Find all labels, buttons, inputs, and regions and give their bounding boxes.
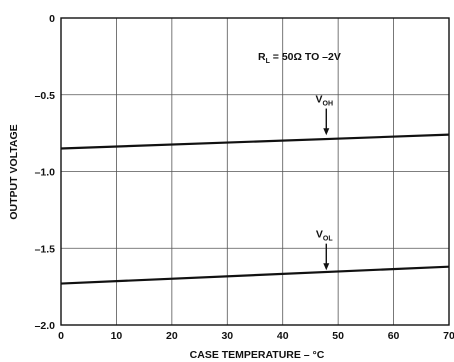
annotation-ol: VOL — [316, 229, 333, 271]
condition-label: RL = 50Ω TO –2V — [258, 51, 341, 65]
x-tick-labels: 0 10 20 30 40 50 60 70 — [58, 330, 454, 342]
series-line-voh — [60, 133, 450, 150]
y-tick-labels: 0 –0.5 –1.0 –1.5 –2.0 — [35, 13, 56, 332]
x-axis-title: CASE TEMPERATURE – °C — [190, 349, 325, 361]
annotation-layer: VOH VOL — [316, 94, 334, 271]
x-tick-label: 0 — [58, 330, 64, 342]
y-axis-title: OUTPUT VOLTAGE — [8, 124, 20, 219]
y-tick-label: –0.5 — [35, 90, 56, 102]
x-tick-label: 40 — [277, 330, 289, 342]
y-tick-label: 0 — [49, 13, 55, 25]
annotation-arrow-head — [323, 128, 330, 136]
y-tick-label: –2.0 — [35, 320, 56, 332]
x-tick-label: 50 — [332, 330, 344, 342]
annotation-arrow-head — [323, 263, 330, 271]
annotation-label: VOL — [316, 229, 333, 243]
x-tick-label: 70 — [443, 330, 454, 342]
series-line-vol — [60, 265, 450, 285]
y-tick-label: –1.0 — [35, 167, 56, 179]
x-tick-label: 60 — [388, 330, 400, 342]
annotation-oh: VOH — [316, 94, 334, 136]
annotation-label: VOH — [316, 94, 334, 108]
series-layer — [60, 133, 450, 285]
x-tick-label: 10 — [111, 330, 123, 342]
y-tick-label: –1.5 — [35, 243, 56, 255]
plot-frame — [60, 17, 450, 326]
x-tick-label: 20 — [166, 330, 178, 342]
grid-lines — [60, 17, 450, 326]
x-tick-label: 30 — [221, 330, 233, 342]
